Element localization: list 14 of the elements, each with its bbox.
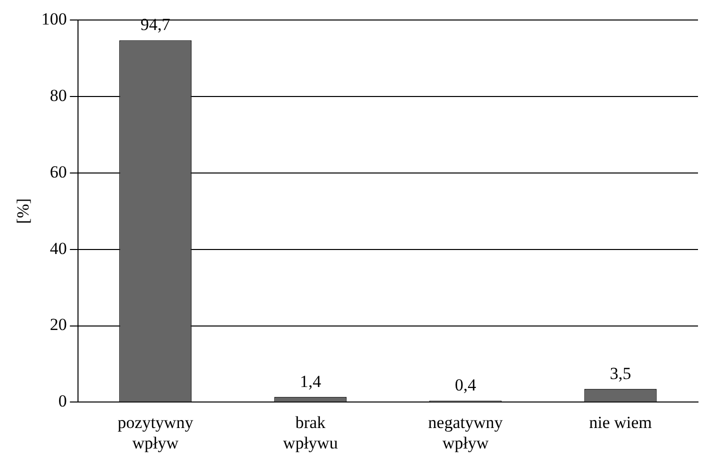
y-tick-label: 20 (50, 315, 67, 334)
x-tick-label: negatywny wpływ (428, 412, 504, 452)
y-tick-label: 0 (58, 392, 67, 411)
x-tick-label: nie wiem (589, 412, 652, 432)
y-tick-label: 80 (50, 86, 67, 105)
y-axis-title: [%] (14, 198, 33, 224)
x-tick-label: brak wpływu (283, 412, 338, 452)
x-tick-label: pozytywny wpływ (118, 412, 194, 452)
y-tick-label: 40 (50, 238, 67, 258)
y-tick-label: 100 (41, 9, 67, 28)
data-label: 3,5 (610, 364, 632, 383)
data-label: 1,4 (300, 372, 322, 391)
data-label: 0,4 (454, 376, 477, 395)
y-tick-label: 60 (50, 162, 67, 182)
